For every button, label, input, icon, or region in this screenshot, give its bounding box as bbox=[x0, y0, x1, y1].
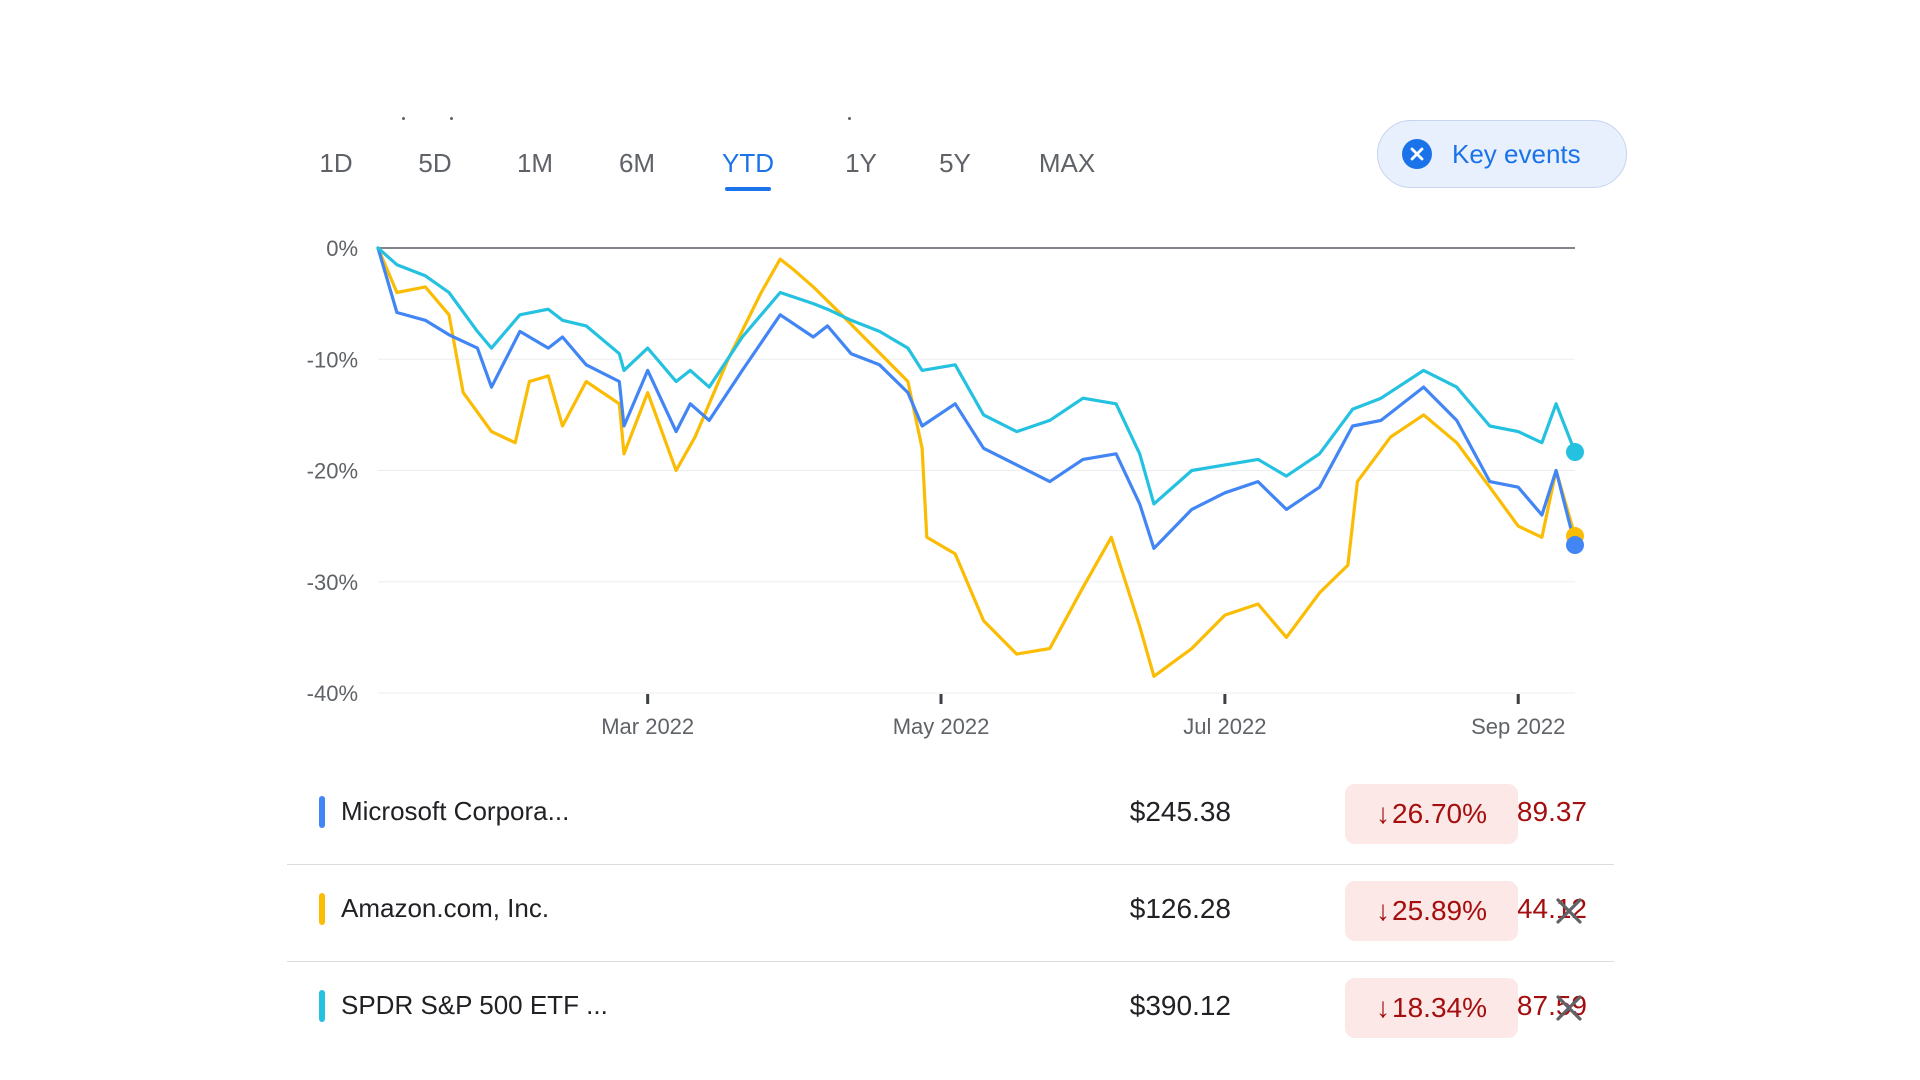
table-row[interactable]: Amazon.com, Inc. $126.28 -$44.12 ↓ 25.89% bbox=[287, 865, 1614, 962]
stock-price: $390.12 bbox=[1129, 990, 1231, 1021]
tab-label: 5D bbox=[418, 148, 452, 178]
series-end-point bbox=[1566, 443, 1584, 462]
y-tick-label: -40% bbox=[307, 681, 358, 706]
tab-6m[interactable]: 6M bbox=[619, 148, 655, 193]
percent-change-value: 18.34% bbox=[1392, 992, 1487, 1023]
x-tick-label: Sep 2022 bbox=[1471, 714, 1565, 739]
series-line-amazon bbox=[376, 246, 1577, 678]
tab-5y[interactable]: 5Y bbox=[939, 148, 971, 193]
tab-label: 5Y bbox=[939, 148, 971, 178]
percent-change-badge: ↓ 18.34% bbox=[1345, 978, 1518, 1038]
tab-ytd[interactable]: YTD bbox=[722, 148, 774, 193]
remove-comparison-button[interactable] bbox=[1549, 988, 1589, 1028]
arrow-down-icon: ↓ bbox=[1376, 895, 1391, 926]
stock-price: $245.38 bbox=[1129, 796, 1231, 827]
series-color-swatch bbox=[319, 990, 325, 1022]
tab-label: YTD bbox=[722, 148, 774, 178]
table-row[interactable]: SPDR S&P 500 ETF ... $390.12 -$87.59 ↓ 18.34… bbox=[287, 962, 1614, 1059]
close-circle-icon[interactable] bbox=[1402, 139, 1432, 169]
y-tick-label: -20% bbox=[307, 459, 358, 484]
active-tab-underline bbox=[725, 187, 771, 191]
stock-name: SPDR S&P 500 ETF ... bbox=[341, 990, 608, 1020]
y-tick-label: -30% bbox=[307, 570, 358, 595]
tab-max[interactable]: MAX bbox=[1039, 148, 1095, 193]
close-icon bbox=[1556, 995, 1582, 1021]
series-line-microsoft bbox=[376, 246, 1577, 550]
tab-label: MAX bbox=[1038, 148, 1096, 178]
close-icon bbox=[1556, 898, 1582, 924]
comparison-table: Microsoft Corpora... $245.38 -$89.37 ↓ 26.70… bbox=[287, 768, 1614, 1059]
row-divider bbox=[287, 961, 1614, 962]
stock-name: Microsoft Corpora... bbox=[341, 796, 570, 826]
stock-name: Amazon.com, Inc. bbox=[341, 893, 550, 923]
percent-change-value: 26.70% bbox=[1392, 798, 1487, 829]
percent-change-badge: ↓ 25.89% bbox=[1345, 881, 1518, 941]
arrow-down-icon: ↓ bbox=[1376, 992, 1391, 1023]
x-tick-label: Mar 2022 bbox=[601, 714, 694, 739]
tab-label: 1D bbox=[319, 148, 353, 178]
percent-change-badge: ↓ 26.70% bbox=[1345, 784, 1518, 844]
tab-1d[interactable]: 1D bbox=[319, 148, 352, 193]
tab-5d[interactable]: 5D bbox=[418, 148, 451, 193]
tab-label: 1M bbox=[516, 148, 554, 178]
y-tick-label: 0% bbox=[326, 236, 358, 261]
tab-1y[interactable]: 1Y bbox=[845, 148, 877, 193]
stock-price: $126.28 bbox=[1129, 893, 1231, 924]
tab-label: 6M bbox=[618, 148, 656, 178]
key-events-label: Key events bbox=[1452, 138, 1581, 169]
stray-dots bbox=[402, 117, 862, 123]
tab-label: 1Y bbox=[845, 148, 877, 178]
arrow-down-icon: ↓ bbox=[1376, 798, 1391, 829]
comparison-chart[interactable]: 0% -10% -20% -30% -40% Mar 2022 May 2022 Jul 20… bbox=[280, 220, 1600, 760]
series-end-point bbox=[1566, 536, 1584, 555]
remove-comparison-button[interactable] bbox=[1549, 891, 1589, 931]
table-row[interactable]: Microsoft Corpora... $245.38 -$89.37 ↓ 26.70… bbox=[287, 768, 1614, 865]
tab-1m[interactable]: 1M bbox=[517, 148, 553, 193]
y-tick-label: -10% bbox=[307, 347, 358, 372]
series-color-swatch bbox=[319, 796, 325, 828]
series-line-spy bbox=[376, 246, 1577, 506]
x-tick-label: May 2022 bbox=[893, 714, 990, 739]
series-color-swatch bbox=[319, 893, 325, 925]
percent-change-value: 25.89% bbox=[1392, 895, 1487, 926]
x-tick-label: Jul 2022 bbox=[1183, 714, 1266, 739]
key-events-button[interactable]: Key events bbox=[1377, 120, 1627, 188]
row-divider bbox=[287, 864, 1614, 865]
